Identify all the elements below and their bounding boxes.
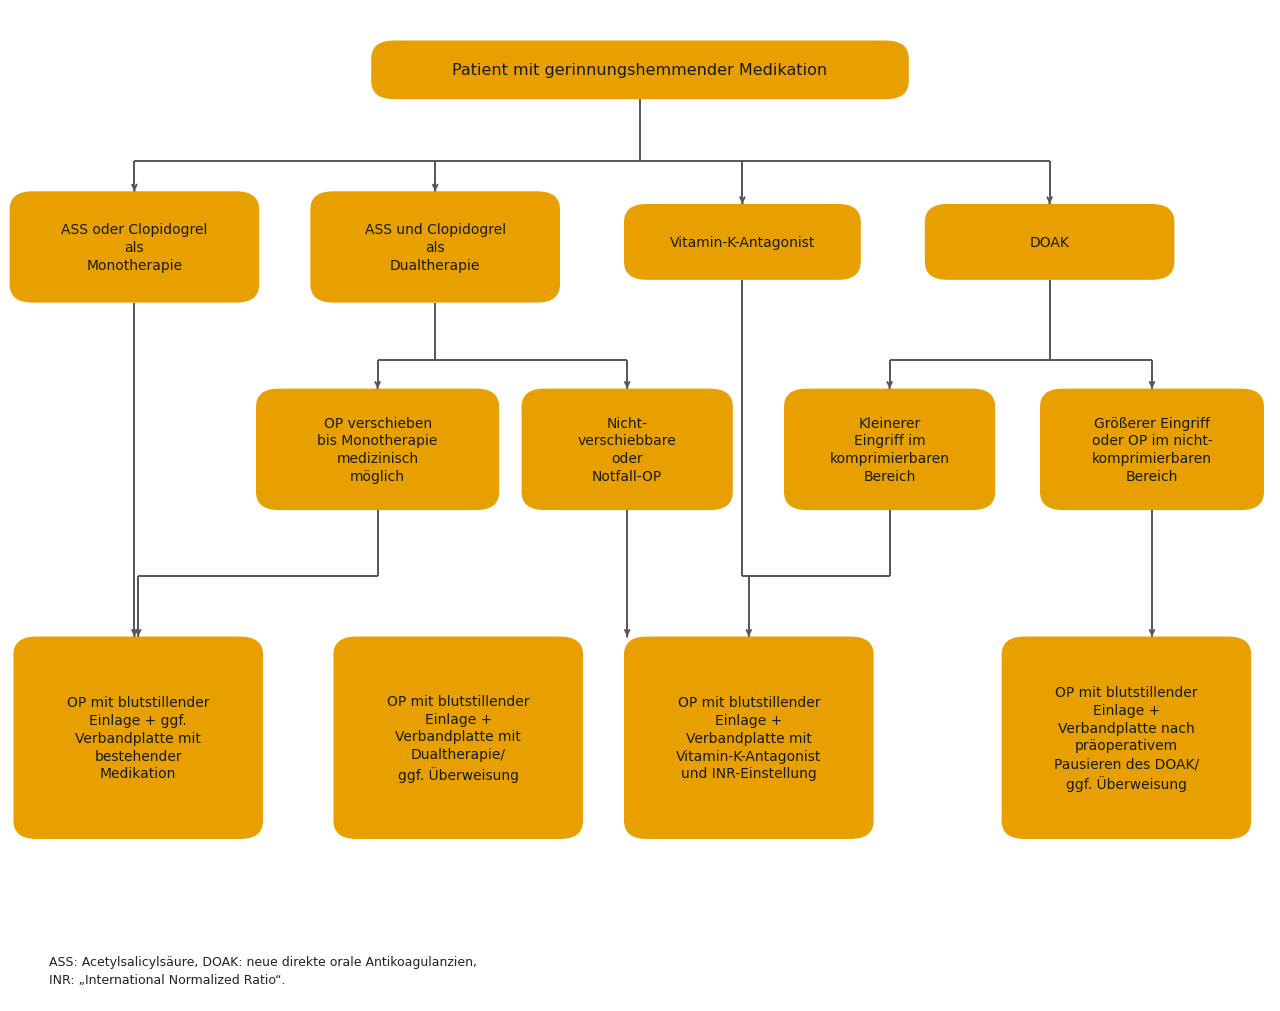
FancyBboxPatch shape [13,637,264,839]
Text: ASS: Acetylsalicylsäure, DOAK: neue direkte orale Antikoagulanzien,
INR: „Intern: ASS: Acetylsalicylsäure, DOAK: neue dire… [49,955,476,987]
Text: Patient mit gerinnungshemmender Medikation: Patient mit gerinnungshemmender Medikati… [452,64,828,78]
Text: OP mit blutstillender
Einlage +
Verbandplatte mit
Dualtherapie/
ggf. Überweisung: OP mit blutstillender Einlage + Verbandp… [387,695,530,782]
Text: Nicht-
verschiebbare
oder
Notfall-OP: Nicht- verschiebbare oder Notfall-OP [577,417,677,483]
Text: Größerer Eingriff
oder OP im nicht-
komprimierbaren
Bereich: Größerer Eingriff oder OP im nicht- komp… [1092,417,1212,483]
FancyBboxPatch shape [9,192,260,303]
FancyBboxPatch shape [1039,389,1265,511]
FancyBboxPatch shape [333,637,584,839]
Text: Kleinerer
Eingriff im
komprimierbaren
Bereich: Kleinerer Eingriff im komprimierbaren Be… [829,417,950,483]
Text: DOAK: DOAK [1029,236,1070,250]
FancyBboxPatch shape [623,637,873,839]
FancyBboxPatch shape [371,41,909,100]
Text: OP mit blutstillender
Einlage +
Verbandplatte mit
Vitamin-K-Antagonist
und INR-E: OP mit blutstillender Einlage + Verbandp… [676,696,822,780]
Text: OP verschieben
bis Monotherapie
medizinisch
möglich: OP verschieben bis Monotherapie medizini… [317,417,438,483]
Text: Vitamin-K-Antagonist: Vitamin-K-Antagonist [669,236,815,250]
FancyBboxPatch shape [623,204,860,280]
Text: ASS und Clopidogrel
als
Dualtherapie: ASS und Clopidogrel als Dualtherapie [365,222,506,273]
FancyBboxPatch shape [256,389,499,511]
Text: OP mit blutstillender
Einlage +
Verbandplatte nach
präoperativem
Pausieren des D: OP mit blutstillender Einlage + Verbandp… [1053,685,1199,791]
FancyBboxPatch shape [1001,637,1252,839]
FancyBboxPatch shape [311,192,561,303]
Text: ASS oder Clopidogrel
als
Monotherapie: ASS oder Clopidogrel als Monotherapie [61,222,207,273]
FancyBboxPatch shape [924,204,1175,280]
FancyBboxPatch shape [522,389,732,511]
FancyBboxPatch shape [783,389,996,511]
Text: OP mit blutstillender
Einlage + ggf.
Verbandplatte mit
bestehender
Medikation: OP mit blutstillender Einlage + ggf. Ver… [67,696,210,780]
